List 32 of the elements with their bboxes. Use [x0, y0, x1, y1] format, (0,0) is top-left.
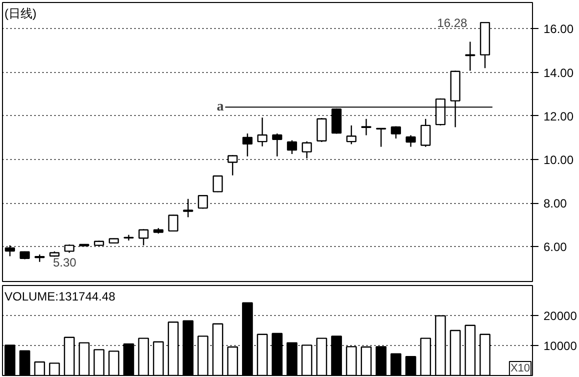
candlestick	[376, 127, 386, 148]
y-tick-label: 20000	[544, 309, 578, 323]
y-tick-label: 12.00	[544, 109, 574, 124]
y-tick-label: 16.00	[544, 22, 574, 36]
candlestick	[316, 117, 327, 143]
candlestick	[257, 116, 268, 147]
candlestick	[183, 198, 194, 218]
candlestick	[272, 132, 282, 157]
y-tick-label: 10000	[544, 339, 578, 353]
y-tick-label: 8.00	[544, 196, 568, 211]
candlestick	[168, 214, 178, 232]
chart-title: (日线)	[4, 6, 36, 20]
candlestick	[242, 132, 253, 157]
candlestick	[286, 140, 298, 155]
candlestick	[390, 126, 401, 140]
candlestick	[465, 41, 476, 72]
annotation: 16.28	[437, 16, 468, 30]
ref-line-label: a	[216, 100, 224, 115]
candlestick	[212, 174, 223, 193]
y-tick-label: 14.00	[544, 66, 574, 80]
text: X10	[510, 362, 530, 374]
candlestick	[198, 194, 208, 210]
candlestick	[302, 140, 312, 159]
candlestick	[406, 134, 416, 148]
chart-title: VOLUME:131744.48	[4, 290, 116, 304]
candlestick	[228, 154, 238, 176]
y-tick-label: 10.00	[544, 152, 574, 167]
annotation: 5.30	[52, 255, 77, 270]
candlestick	[420, 118, 431, 148]
candlestick	[346, 124, 356, 145]
y-tick-label: 6.00	[544, 240, 568, 254]
candlestick	[361, 118, 372, 136]
